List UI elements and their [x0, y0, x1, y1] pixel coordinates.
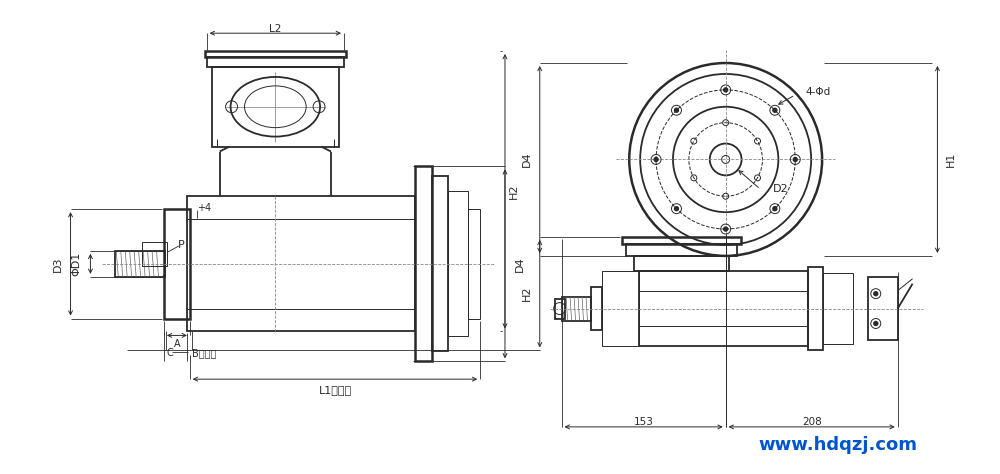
Bar — [555, 299, 565, 319]
Bar — [602, 271, 639, 346]
Circle shape — [674, 108, 678, 112]
Bar — [622, 237, 741, 244]
Circle shape — [874, 321, 878, 326]
Bar — [432, 176, 448, 351]
Text: H2: H2 — [509, 183, 519, 199]
Bar — [562, 297, 591, 320]
Circle shape — [773, 207, 777, 210]
Bar — [468, 209, 480, 319]
Bar — [142, 242, 167, 266]
Bar — [626, 244, 737, 256]
Circle shape — [654, 157, 658, 162]
Text: ΦD1: ΦD1 — [71, 252, 81, 276]
Bar — [212, 67, 339, 146]
Bar — [868, 277, 898, 340]
Text: C: C — [167, 348, 174, 358]
Text: L1工作时: L1工作时 — [318, 385, 352, 395]
Bar — [448, 191, 468, 337]
Bar — [207, 57, 344, 67]
Text: L2: L2 — [269, 24, 282, 34]
Text: H2: H2 — [522, 286, 532, 301]
Bar — [187, 196, 415, 331]
Text: +4: +4 — [197, 203, 211, 213]
Text: 153: 153 — [634, 417, 654, 427]
Circle shape — [724, 88, 728, 92]
Text: A: A — [174, 339, 180, 349]
Bar — [639, 271, 808, 346]
Circle shape — [793, 157, 797, 162]
Text: 208: 208 — [802, 417, 822, 427]
Bar — [115, 251, 165, 277]
Circle shape — [724, 227, 728, 231]
Bar — [634, 256, 729, 271]
Bar — [164, 209, 190, 319]
Text: B工作时: B工作时 — [192, 348, 216, 358]
Bar — [591, 287, 602, 330]
Text: D2: D2 — [772, 184, 788, 194]
Circle shape — [674, 207, 678, 210]
Text: D4: D4 — [522, 152, 532, 167]
Bar — [808, 267, 823, 350]
Text: www.hdqzj.com: www.hdqzj.com — [759, 436, 918, 454]
Bar — [415, 166, 432, 361]
Text: 4-Φd: 4-Φd — [805, 87, 830, 97]
Circle shape — [874, 292, 878, 296]
Text: H1: H1 — [946, 152, 956, 167]
Text: P: P — [178, 240, 184, 250]
Text: D3: D3 — [53, 256, 63, 272]
Circle shape — [773, 108, 777, 112]
Bar — [205, 51, 346, 57]
Bar — [823, 273, 853, 345]
Text: D4: D4 — [515, 256, 525, 272]
